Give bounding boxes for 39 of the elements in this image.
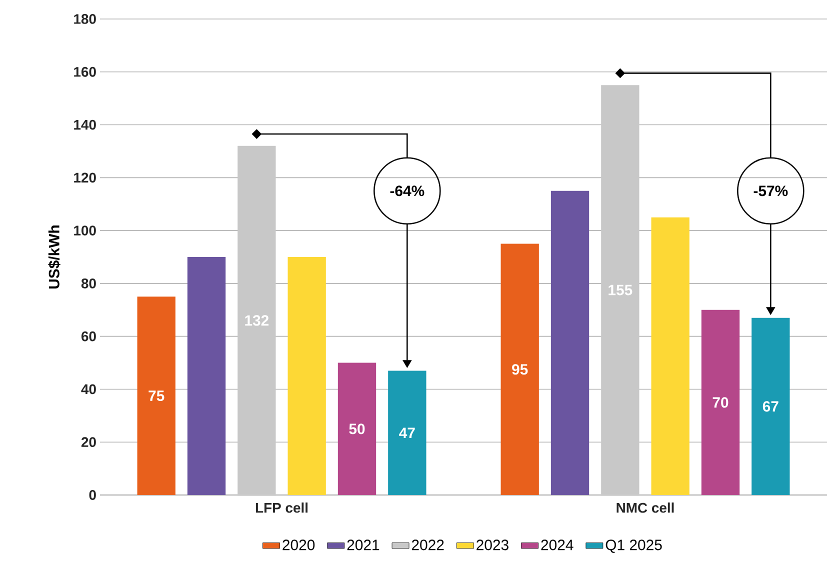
bar — [550, 190, 590, 495]
y-tick-label: 80 — [81, 278, 96, 288]
bar — [238, 146, 276, 495]
bar — [701, 310, 740, 495]
data-label: 47 — [399, 428, 415, 438]
bar — [288, 256, 326, 495]
data-label: 75 — [148, 390, 164, 402]
y-tick-label: 140 — [74, 120, 96, 130]
y-tick-label: 60 — [81, 331, 96, 342]
data-label: 67 — [762, 401, 778, 412]
annotation: -57% — [754, 186, 788, 196]
annotation: -64% — [390, 186, 424, 196]
data-label: 95 — [512, 364, 528, 375]
bar — [752, 318, 790, 495]
y-tick-label: 180 — [74, 14, 96, 24]
legend-label: 2020 — [282, 540, 315, 550]
x-tick-label: LFP cell — [256, 502, 308, 513]
legend-label: 2022 — [412, 540, 444, 550]
y-tick-label: 40 — [81, 384, 96, 394]
data-label: 70 — [712, 397, 728, 408]
bar — [137, 296, 176, 495]
legend-label: 2021 — [347, 540, 380, 550]
bar — [338, 362, 376, 495]
bar — [388, 370, 426, 495]
data-label: 50 — [349, 424, 365, 434]
bar — [601, 85, 640, 495]
y-tick-label: 100 — [74, 226, 96, 236]
y-tick-label: 0 — [89, 490, 96, 500]
bar — [500, 244, 539, 495]
x-tick-label: NMC cell — [616, 502, 674, 513]
bar — [187, 256, 226, 495]
y-tick-label: 120 — [74, 172, 96, 183]
y-tick-label: 160 — [74, 66, 96, 77]
y-axis-title: US$/kWh — [48, 226, 60, 288]
legend-label: 2024 — [541, 540, 574, 550]
legend-label: Q1 2025 — [606, 540, 662, 553]
bar — [651, 217, 690, 495]
y-tick-label: 20 — [81, 437, 96, 448]
legend-label: 2023 — [476, 540, 508, 550]
